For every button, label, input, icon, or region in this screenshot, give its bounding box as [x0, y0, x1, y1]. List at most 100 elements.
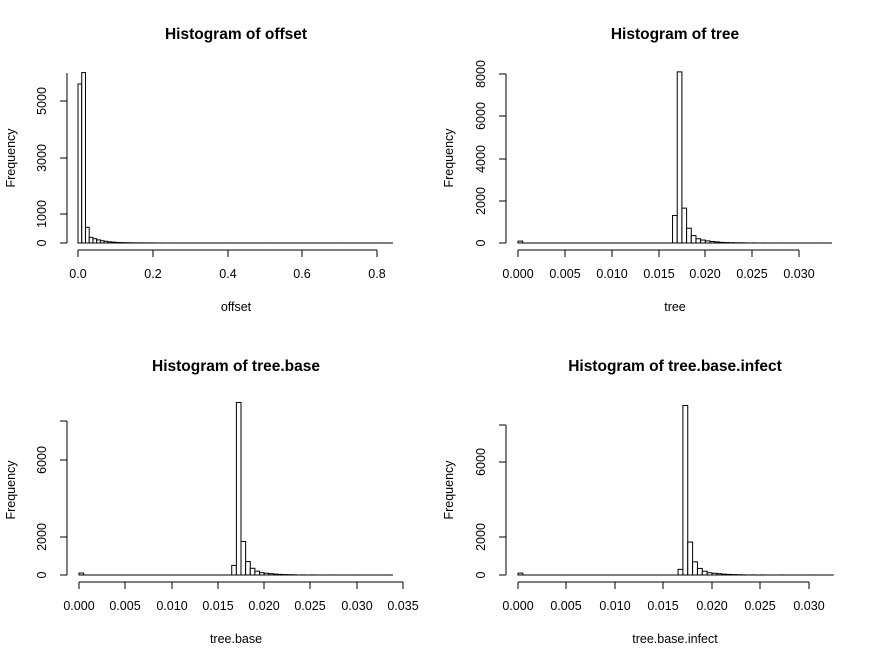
x-tick-label: 0.4: [219, 267, 236, 281]
histogram-bar: [690, 235, 697, 244]
histogram-bar: [245, 561, 251, 576]
x-tick-label: 0.025: [736, 267, 767, 281]
y-axis-label: Frequency: [442, 460, 456, 520]
chart-title: Histogram of tree.base.infect: [568, 358, 782, 375]
y-tick-label: 3000: [35, 144, 49, 172]
y-tick-label: 6000: [474, 448, 488, 476]
histogram-bars: [517, 405, 834, 576]
x-tick-label: 0.8: [368, 267, 385, 281]
chart-title: Histogram of tree.base: [152, 358, 320, 375]
chart-title: Histogram of offset: [165, 26, 307, 43]
chart-title: Histogram of tree: [611, 26, 740, 43]
histogram-bar: [704, 240, 711, 244]
x-tick-label: 0.025: [294, 599, 325, 613]
x-tick-label: 0.025: [744, 599, 775, 613]
histogram-bar: [240, 540, 247, 576]
x-axis-label: tree: [664, 300, 686, 314]
x-tick-label: 0.035: [387, 599, 418, 613]
histogram-bar: [81, 72, 86, 244]
y-axis: 0 2000 6000: [35, 420, 68, 578]
histogram-bar: [718, 241, 725, 244]
y-tick-label: 8000: [474, 60, 488, 88]
histogram-bar: [696, 567, 703, 576]
histogram-bar: [686, 227, 692, 244]
x-tick-label: 0.030: [793, 599, 824, 613]
x-axis: 0.0 0.2 0.4 0.6 0.8: [69, 249, 386, 281]
histogram-bar: [517, 572, 524, 576]
y-tick-label: 2000: [474, 523, 488, 551]
x-tick-label: 0.020: [689, 267, 720, 281]
panel-tree: Histogram of tree Frequency tree 0 2000 …: [442, 26, 832, 314]
histogram-bar: [714, 241, 720, 244]
histogram-bar: [677, 568, 684, 576]
histogram-bar: [84, 226, 90, 244]
histogram-bar: [695, 238, 702, 244]
histogram-bar: [716, 573, 723, 576]
y-axis: 0 2000 4000 6000 8000: [474, 60, 507, 246]
y-tick-label: 6000: [35, 446, 49, 474]
x-tick-label: 0.020: [248, 599, 279, 613]
x-axis-label: tree.base.infect: [632, 632, 718, 646]
histogram-bars: [77, 72, 382, 244]
x-axis-label: offset: [221, 300, 252, 314]
y-tick-label: 0: [35, 239, 49, 246]
histogram-bar: [92, 238, 98, 244]
x-tick-label: 0.015: [202, 599, 233, 613]
x-tick-label: 0.030: [783, 267, 814, 281]
histogram-bar: [88, 236, 94, 244]
y-axis: 0 1000 3000 5000: [35, 73, 68, 246]
histogram-bar: [681, 207, 688, 244]
histogram-bar: [231, 564, 237, 576]
panel-tree-base: Histogram of tree.base Frequency tree.ba…: [4, 358, 419, 646]
histogram-bar: [676, 71, 683, 244]
histogram-bar: [272, 573, 279, 576]
y-tick-label: 6000: [474, 102, 488, 130]
y-tick-label: 0: [474, 239, 488, 246]
histogram-bar: [706, 572, 713, 576]
histogram-bar: [111, 241, 116, 244]
y-tick-label: 2000: [35, 523, 49, 551]
x-axis-label: tree.base: [210, 632, 262, 646]
x-axis: 0.000 0.005 0.010 0.015 0.020 0.025 0.03…: [502, 581, 825, 613]
y-tick-label: 1000: [35, 200, 49, 228]
histogram-bar: [78, 572, 85, 576]
histogram-bar: [277, 573, 284, 576]
histogram-bar: [96, 239, 101, 244]
x-tick-label: 0.010: [596, 267, 627, 281]
y-axis-label: Frequency: [442, 128, 456, 188]
y-tick-label: 0: [474, 571, 488, 578]
histogram-bar: [682, 405, 689, 576]
y-tick-label: 0: [35, 571, 49, 578]
histogram-bar: [700, 239, 706, 244]
x-tick-label: 0.000: [502, 599, 533, 613]
x-tick-label: 0.010: [156, 599, 187, 613]
x-tick-label: 0.000: [502, 267, 533, 281]
x-tick-label: 0.2: [144, 267, 161, 281]
histogram-bar: [235, 402, 242, 576]
x-tick-label: 0.0: [69, 267, 86, 281]
x-tick-label: 0.020: [696, 599, 727, 613]
histogram-bar: [726, 573, 732, 576]
x-tick-label: 0.010: [599, 599, 630, 613]
y-tick-label: 2000: [474, 187, 488, 215]
histogram-bar: [107, 241, 113, 244]
histogram-bar: [701, 570, 708, 576]
x-axis: 0.000 0.005 0.010 0.015 0.020 0.025 0.03…: [502, 249, 815, 281]
x-tick-label: 0.005: [109, 599, 140, 613]
histogram-bar: [249, 567, 256, 576]
x-tick-label: 0.030: [341, 599, 372, 613]
histogram-bar: [711, 572, 718, 576]
histogram-bar: [254, 570, 261, 576]
x-tick-label: 0.005: [550, 599, 581, 613]
x-tick-label: 0.000: [63, 599, 94, 613]
y-axis-label: Frequency: [4, 128, 18, 188]
histogram-bar: [77, 83, 83, 244]
y-axis: 0 2000 6000: [474, 424, 507, 578]
histogram-bar: [268, 573, 274, 576]
x-tick-label: 0.005: [549, 267, 580, 281]
histogram-bar: [687, 541, 694, 576]
x-tick-label: 0.015: [643, 267, 674, 281]
panel-offset: Histogram of offset Frequency offset 0 1…: [4, 26, 393, 314]
panel-tree-base-infect: Histogram of tree.base.infect Frequency …: [442, 358, 834, 646]
